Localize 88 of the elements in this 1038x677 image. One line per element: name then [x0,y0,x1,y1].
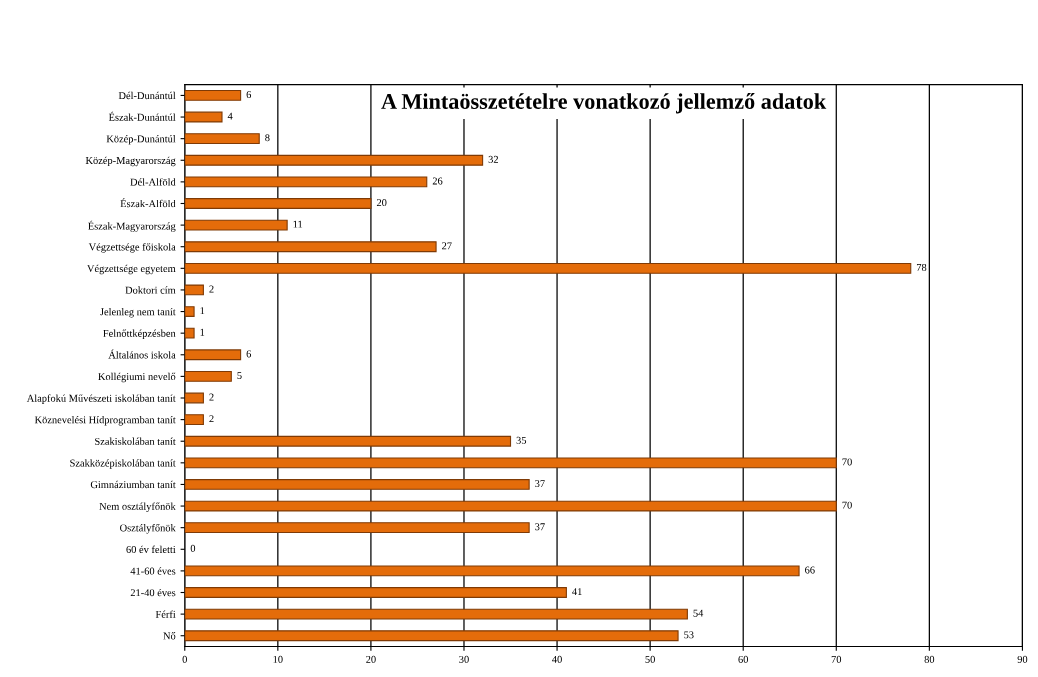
data-label: 6 [246,350,252,358]
data-label: 35 [516,436,527,444]
data-label: 70 [842,501,852,509]
chart-title: A Mintaösszetételre vonatkozó jellemző adatok [381,93,827,114]
bar [184,435,512,447]
data-label: 4 [227,112,233,120]
bar [184,587,567,598]
bar [184,176,428,188]
data-label: 37 [535,523,545,531]
bar [184,90,242,101]
bar [184,479,530,490]
y-tick-label: Nem osztályfőnök [99,502,176,512]
bar [184,284,204,296]
bar [184,133,260,145]
y-tick-label: Gimnáziumban tanít [90,480,176,489]
bar [184,219,288,231]
data-label: 37 [535,480,545,488]
data-label: 1 [200,328,205,336]
bar [184,327,195,339]
y-tick-label: Jelenleg nem tanít [100,307,176,318]
data-label: 66 [805,566,815,574]
x-tick-label: 60 [738,655,749,663]
y-tick-label: Általános iskola [108,349,176,359]
data-label: 27 [442,242,452,250]
data-label: 2 [209,415,214,423]
data-label: 2 [209,285,214,293]
data-label: 20 [376,199,387,207]
y-tick-label: Szakiskolában tanít [95,437,176,445]
x-tick-label: 20 [366,655,376,663]
y-tick-label: 60 év feletti [126,545,176,553]
x-tick-label: 80 [924,655,935,663]
data-label: 11 [293,220,303,228]
y-tick-label: 41-60 éves [130,567,176,575]
bar [184,262,912,274]
bar [184,154,484,166]
data-label: 5 [237,372,242,379]
x-tick-label: 70 [831,655,842,663]
data-label: 53 [684,631,694,639]
data-label: 26 [432,177,443,185]
y-tick-label: Észak-Dunántúl [108,111,176,121]
data-label: 78 [916,263,927,271]
data-label: 0 [190,544,196,552]
y-tick-label: Végzettsége főiskola [88,243,176,253]
y-tick-label: Férfi [155,610,176,618]
data-label: 2 [209,393,214,401]
y-tick-label: Közép-Dunántúl [106,135,176,145]
x-tick-label: 90 [1017,655,1028,663]
y-tick-label: Észak-Alföld [120,198,176,208]
y-tick-label: Osztályfőnök [120,524,176,534]
bar [184,457,837,469]
y-tick-label: Doktori cím [125,286,176,294]
x-tick-label: 0 [182,655,187,663]
bar [184,392,204,404]
y-tick-label: Kollégiumi nevelő [98,372,176,383]
y-tick-label: Dél-Alföld [130,178,176,186]
bar [184,198,372,209]
y-tick-label: Közép-Magyarország [85,156,176,167]
bar [184,241,437,253]
x-tick-label: 40 [552,655,562,663]
y-tick-label: 21-40 éves [130,588,176,597]
bar [184,565,800,577]
data-label: 70 [842,458,852,466]
bar [184,370,232,382]
data-label: 8 [265,134,270,142]
y-tick-label: Dél-Dunántúl [118,91,176,100]
y-tick-label: Köznevelési Hídprogramban tanít [34,415,176,426]
data-label: 41 [572,588,582,596]
data-label: 32 [488,155,498,163]
data-label: 1 [200,307,205,315]
y-tick-label: Felnőttképzésben [103,329,176,339]
x-tick-label: 50 [645,655,655,663]
x-tick-label: 30 [459,655,469,663]
bar [184,630,679,642]
x-tick-label: 10 [273,655,283,663]
y-tick-label: Szakközépiskolában tanít [70,459,176,469]
y-tick-label: Alapfokú Művészeti iskolában tanít [26,394,176,404]
data-label: 6 [246,91,252,99]
bar [184,522,530,534]
data-label: 54 [693,609,704,617]
bar [184,500,837,512]
bar [184,608,688,620]
bar [184,111,223,123]
y-tick-label: Észak-Magyarország [88,220,176,232]
bar [184,349,242,361]
y-tick-label: Nő [163,632,176,640]
bar [184,306,195,317]
bar [184,414,204,426]
y-tick-label: Végzettsége egyetem [87,264,176,275]
